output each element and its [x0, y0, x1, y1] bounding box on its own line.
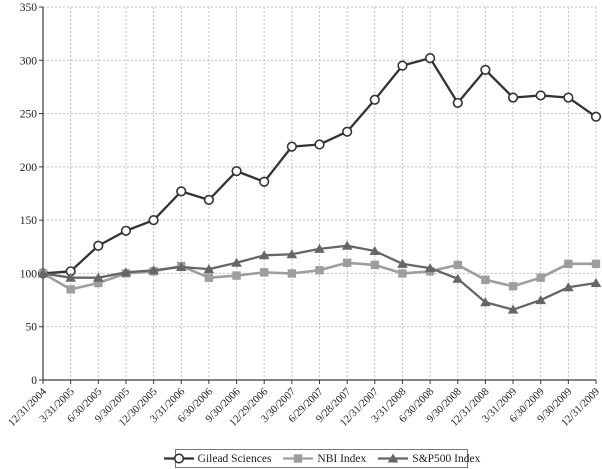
square-marker [591, 259, 601, 269]
triangle-marker [203, 264, 215, 274]
y-tick-label: 250 [20, 109, 38, 121]
circle-marker [120, 225, 132, 236]
triangle-marker [563, 282, 574, 292]
square-marker [315, 266, 324, 275]
circle-marker [507, 92, 519, 103]
triangle-marker [480, 297, 491, 307]
triangle-marker [341, 240, 353, 250]
circle-marker [480, 64, 491, 75]
circle-marker [314, 139, 325, 150]
nbi-line-square-marker-icon [283, 454, 314, 463]
square-marker [398, 269, 407, 278]
series-s-p500-index [37, 240, 602, 314]
square-marker [536, 273, 545, 282]
legend-item-gilead-sciences: Gilead Sciences [163, 452, 272, 465]
gilead-line-circle-marker-icon [163, 453, 194, 464]
triangle-marker [93, 272, 104, 282]
circle-marker [231, 166, 242, 177]
square-marker [564, 259, 573, 269]
y-tick-label: 150 [20, 215, 38, 227]
circle-marker [563, 92, 574, 103]
chart-plot-area: 05010015020025030035012/31/20043/31/2005… [6, 2, 602, 429]
circle-marker [259, 176, 270, 187]
triangle-marker [37, 268, 49, 278]
square-marker [204, 273, 214, 282]
circle-marker [203, 194, 214, 205]
legend-item-sp500-index: S&P500 Index [377, 453, 480, 465]
sp500-line-triangle-marker-icon [378, 453, 409, 463]
y-tick-label: 50 [26, 322, 38, 334]
square-marker [508, 282, 518, 291]
circle-marker [590, 111, 602, 122]
circle-marker [535, 90, 546, 101]
circle-marker [342, 126, 353, 137]
circle-marker [286, 141, 297, 152]
circle-marker [397, 60, 408, 71]
triangle-marker [397, 258, 408, 268]
triangle-marker [148, 265, 159, 275]
circle-marker [148, 215, 159, 226]
square-marker [287, 269, 297, 278]
y-tick-label: 300 [20, 55, 38, 67]
triangle-marker [387, 453, 399, 463]
chart-legend: Gilead Sciences NBI Index S&P500 Index [163, 449, 480, 468]
circle-marker [176, 186, 187, 197]
circle-marker [173, 453, 184, 464]
triangle-marker [175, 262, 187, 272]
triangle-marker [452, 273, 464, 283]
circle-marker [425, 53, 436, 64]
square-marker [232, 271, 241, 280]
y-tick-label: 100 [20, 268, 38, 280]
square-marker [66, 285, 75, 294]
circle-marker [452, 97, 463, 109]
circle-marker [369, 94, 380, 105]
y-tick-label: 350 [20, 2, 38, 14]
square-marker [453, 260, 462, 270]
triangle-marker [314, 243, 325, 253]
triangle-marker [369, 246, 381, 256]
legend-label-gilead-sciences: Gilead Sciences [197, 452, 272, 465]
series-line [42, 57, 597, 275]
legend-label-nbi-index: NBI Index [317, 452, 367, 465]
square-marker [481, 275, 490, 285]
triangle-marker [65, 272, 76, 282]
legend-label-sp500-index: S&P500 Index [412, 452, 481, 465]
square-marker [260, 268, 269, 277]
triangle-marker [258, 250, 270, 260]
square-marker [370, 260, 379, 270]
triangle-marker [535, 295, 546, 305]
circle-marker [93, 240, 104, 251]
square-marker [94, 278, 103, 288]
y-tick-label: 0 [31, 375, 37, 387]
triangle-marker [120, 267, 132, 277]
legend-item-nbi-index: NBI Index [282, 453, 366, 465]
y-tick-label: 200 [20, 162, 38, 174]
triangle-marker [590, 278, 602, 288]
square-marker [342, 258, 352, 267]
triangle-marker [231, 257, 242, 267]
triangle-marker [507, 304, 519, 314]
triangle-marker [424, 263, 436, 273]
square-marker [294, 454, 303, 463]
triangle-marker [286, 249, 298, 259]
